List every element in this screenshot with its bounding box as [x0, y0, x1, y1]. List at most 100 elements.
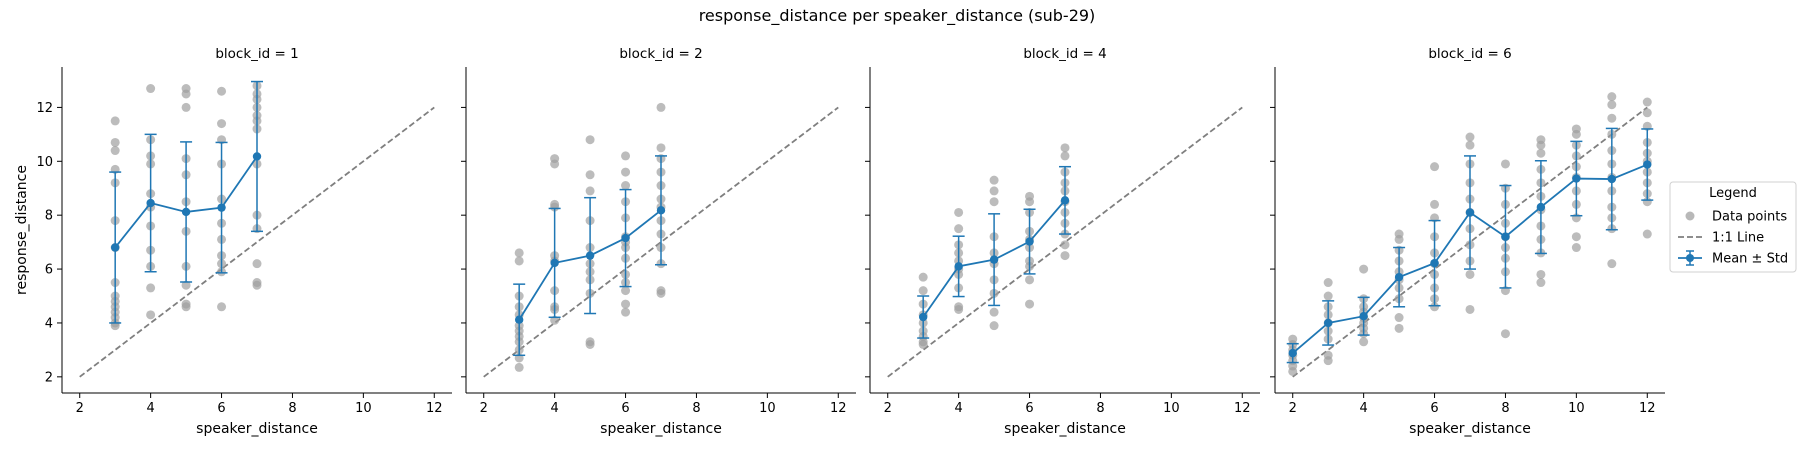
data-point	[621, 151, 631, 161]
mean-marker	[989, 255, 999, 264]
legend-label-identity-line: 1:1 Line	[1712, 231, 1764, 246]
data-point	[1571, 243, 1581, 253]
x-tick-label: 12	[1639, 401, 1656, 416]
data-point	[146, 84, 156, 94]
data-point	[954, 224, 964, 234]
data-point	[181, 89, 191, 99]
data-point	[1394, 234, 1404, 244]
y-tick-label: 2	[45, 370, 53, 385]
chart-title: response_distance per speaker_distance (…	[699, 6, 1096, 26]
data-point	[1571, 232, 1581, 242]
data-point	[656, 288, 666, 298]
data-point	[1025, 275, 1035, 285]
data-point	[1642, 229, 1652, 239]
data-point	[1465, 132, 1475, 142]
mean-marker	[110, 243, 120, 252]
data-point	[1465, 269, 1475, 279]
mean-marker	[1536, 202, 1546, 212]
legend-title: Legend	[1709, 186, 1757, 201]
data-point	[1571, 129, 1581, 139]
legend-frame	[1669, 181, 1797, 273]
data-point	[1642, 108, 1652, 118]
mean-marker	[181, 207, 191, 217]
x-tick-label: 8	[1096, 401, 1104, 416]
data-point	[1025, 197, 1035, 207]
mean-marker	[954, 262, 963, 271]
data-point	[585, 170, 595, 180]
y-tick-label: 6	[45, 263, 53, 278]
data-point	[1607, 259, 1617, 269]
identity-line	[79, 106, 435, 378]
y-tick-label: 8	[45, 209, 53, 224]
x-tick-label: 6	[1025, 401, 1033, 416]
data-point	[621, 299, 631, 309]
panels-group: block_id = 1 2 4 6 8 10 12 2 4 6 8 10 12 speaker_dist…	[14, 46, 1665, 437]
x-tick-label: 2	[76, 401, 84, 416]
x-tick-label: 10	[1163, 401, 1180, 416]
mean-marker	[585, 251, 595, 260]
legend-swatch-data-points	[1685, 211, 1695, 221]
panel-title: block_id = 2	[619, 46, 702, 62]
mean-marker	[1607, 174, 1617, 184]
data-point	[989, 321, 999, 331]
data-point	[1394, 313, 1404, 323]
data-point	[217, 86, 227, 96]
mean-marker	[1572, 174, 1581, 183]
data-point	[514, 248, 524, 258]
data-point	[514, 362, 524, 372]
mean-marker	[550, 258, 559, 268]
x-tick-label: 12	[830, 401, 847, 416]
data-point	[110, 116, 120, 126]
legend-label-data-points: Data points	[1712, 210, 1787, 225]
data-point	[1536, 278, 1546, 288]
data-point	[1500, 159, 1510, 169]
data-point	[1430, 162, 1440, 172]
x-tick-label: 12	[426, 401, 443, 416]
data-point	[1359, 337, 1369, 347]
x-tick-label: 8	[288, 401, 296, 416]
mean-marker	[1501, 232, 1510, 241]
mean-marker	[1288, 348, 1297, 358]
legend: Legend Data points 1:1 Line Mean ± Std	[1669, 181, 1797, 273]
panel-title: block_id = 4	[1023, 46, 1106, 62]
data-point	[1465, 304, 1475, 314]
mean-marker	[514, 315, 524, 324]
data-point	[1465, 140, 1475, 150]
mean-marker	[1323, 318, 1333, 328]
x-tick-label: 10	[759, 401, 776, 416]
data-point	[918, 286, 928, 296]
identity-line	[483, 106, 839, 378]
data-point	[252, 259, 262, 269]
data-point	[1607, 92, 1617, 102]
x-tick-label: 2	[480, 401, 488, 416]
data-point	[585, 186, 595, 196]
data-point	[621, 181, 631, 191]
data-point	[954, 207, 964, 217]
x-tick-label: 12	[1234, 401, 1251, 416]
panel-3: block_id = 4 2 4 6 8 10 12 speaker_distance	[865, 46, 1260, 437]
data-point	[110, 146, 120, 156]
data-point	[918, 340, 928, 350]
data-point	[1430, 302, 1440, 312]
data-point	[1288, 366, 1298, 376]
x-tick-label: 2	[884, 401, 892, 416]
data-point	[1060, 151, 1070, 161]
mean-marker	[1394, 272, 1404, 282]
x-tick-label: 6	[217, 401, 225, 416]
legend-swatch-mean-marker	[1686, 254, 1694, 262]
x-axis-label: speaker_distance	[1004, 421, 1126, 437]
x-tick-label: 6	[621, 401, 629, 416]
x-tick-label: 4	[954, 401, 962, 416]
x-tick-label: 6	[1430, 401, 1438, 416]
data-point	[1323, 356, 1333, 366]
data-point	[1060, 143, 1070, 153]
mean-marker	[252, 152, 262, 161]
data-point	[1025, 299, 1035, 309]
x-tick-label: 10	[355, 401, 372, 416]
data-point	[989, 197, 999, 207]
data-point	[550, 202, 560, 212]
mean-marker	[918, 312, 928, 322]
data-point	[585, 135, 595, 145]
